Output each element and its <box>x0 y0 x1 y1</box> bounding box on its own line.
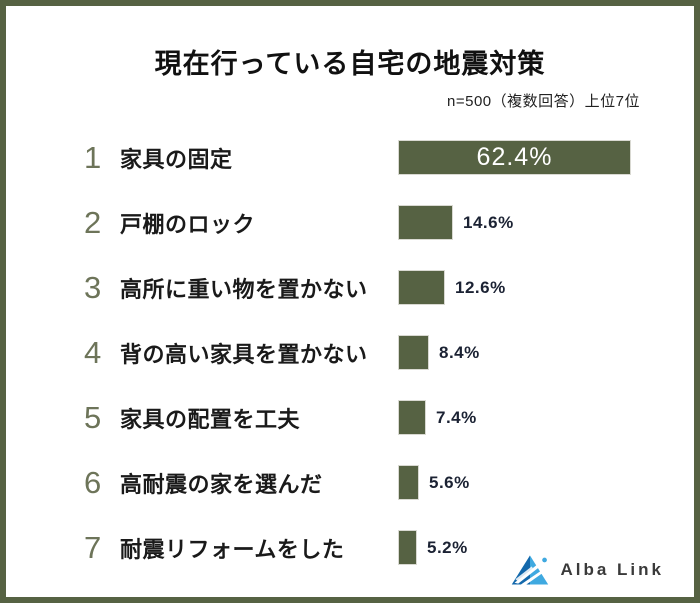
bar-area: 12.6% <box>398 270 694 305</box>
chart-row: 6 高耐震の家を選んだ 5.6% <box>6 450 694 515</box>
category-label: 背の高い家具を置かない <box>120 341 368 367</box>
bar <box>398 205 453 240</box>
bar <box>398 335 429 370</box>
bar-value-label: 5.2% <box>427 537 468 557</box>
category-label: 高所に重い物を置かない <box>120 276 368 302</box>
category-label: 戸棚のロック <box>120 211 256 237</box>
bar <box>398 530 417 565</box>
bar <box>398 400 426 435</box>
bar-area: 62.4% <box>398 140 694 175</box>
bar-value-label: 8.4% <box>439 342 480 362</box>
bar-value-label: 7.4% <box>436 407 477 427</box>
category-label: 家具の配置を工夫 <box>120 406 301 432</box>
chart-row: 7 耐震リフォームをした 5.2% <box>6 515 694 580</box>
logo-text: Alba Link <box>560 560 664 579</box>
bar: 62.4% <box>398 140 631 175</box>
bar <box>398 270 445 305</box>
bar-area: 14.6% <box>398 205 694 240</box>
page-title: 現在行っている自宅の地震対策 <box>154 49 546 79</box>
sample-size-note: n=500（複数回答）上位7位 <box>447 93 640 110</box>
category-label: 耐震リフォームをした <box>120 536 345 562</box>
bar-value-label: 5.6% <box>429 472 470 492</box>
bar-value-label: 12.6% <box>455 277 506 297</box>
bar-area: 7.4% <box>398 400 694 435</box>
bar-value-label: 62.4% <box>476 143 553 171</box>
mountain-triangle-icon <box>512 555 549 585</box>
chart-rows: 1 家具の固定 62.4% 2 戸棚のロック 14.6% 3 高所に重い物を置か… <box>6 125 694 580</box>
rank-number: 2 <box>84 205 102 240</box>
category-label: 高耐震の家を選んだ <box>120 471 323 497</box>
chart-row: 3 高所に重い物を置かない 12.6% <box>6 255 694 320</box>
chart-row: 4 背の高い家具を置かない 8.4% <box>6 320 694 385</box>
chart-row: 2 戸棚のロック 14.6% <box>6 190 694 255</box>
bar-area: 5.2% <box>398 530 694 565</box>
chart-row: 1 家具の固定 62.4% <box>6 125 694 190</box>
rank-number: 1 <box>84 140 102 175</box>
rank-number: 7 <box>84 530 102 565</box>
rank-number: 4 <box>84 335 102 370</box>
alba-link-logo: Alba Link <box>510 553 664 587</box>
bar-area: 8.4% <box>398 335 694 370</box>
rank-number: 3 <box>84 270 102 305</box>
bar-area: 5.6% <box>398 465 694 500</box>
bar-value-label: 14.6% <box>463 212 514 232</box>
chart-row: 5 家具の配置を工夫 7.4% <box>6 385 694 450</box>
bar <box>398 465 419 500</box>
rank-number: 6 <box>84 465 102 500</box>
rank-number: 5 <box>84 400 102 435</box>
category-label: 家具の固定 <box>120 146 233 172</box>
